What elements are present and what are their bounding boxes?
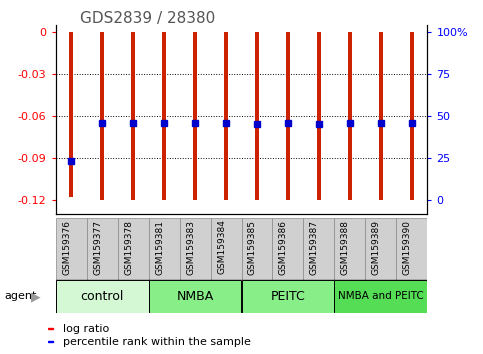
Text: agent: agent (5, 291, 37, 302)
Text: GSM159378: GSM159378 (124, 219, 133, 275)
Bar (379, 32, 383, 200)
Bar (242, 280, 334, 313)
Bar (100, 32, 104, 200)
Text: NMBA and PEITC: NMBA and PEITC (338, 291, 424, 302)
Bar (317, 32, 321, 200)
Text: log ratio: log ratio (63, 324, 109, 333)
Bar (56, 218, 86, 280)
Bar (286, 32, 290, 200)
Text: control: control (80, 290, 124, 303)
Text: GSM159376: GSM159376 (62, 219, 71, 275)
Text: GSM159385: GSM159385 (248, 219, 257, 275)
Bar (149, 280, 242, 313)
Text: GSM159388: GSM159388 (341, 219, 350, 275)
Text: percentile rank within the sample: percentile rank within the sample (63, 337, 251, 347)
Bar (255, 32, 259, 200)
Bar (272, 218, 303, 280)
Bar (348, 32, 352, 200)
Bar (56, 280, 149, 313)
Bar (117, 218, 149, 280)
Text: GSM159390: GSM159390 (403, 219, 412, 275)
Bar (48, 341, 53, 342)
Bar (334, 280, 427, 313)
Text: ▶: ▶ (31, 290, 41, 303)
Text: NMBA: NMBA (176, 290, 213, 303)
Bar (242, 218, 272, 280)
Bar (410, 32, 414, 200)
Bar (224, 32, 228, 200)
Text: GSM159383: GSM159383 (186, 219, 195, 275)
Bar (397, 218, 427, 280)
Bar (69, 32, 73, 197)
Text: GSM159384: GSM159384 (217, 219, 226, 274)
Bar (162, 32, 166, 200)
Bar (334, 218, 366, 280)
Bar (48, 328, 53, 329)
Text: GDS2839 / 28380: GDS2839 / 28380 (80, 11, 215, 25)
Text: GSM159386: GSM159386 (279, 219, 288, 275)
Text: PEITC: PEITC (270, 290, 305, 303)
Text: GSM159389: GSM159389 (372, 219, 381, 275)
Text: GSM159381: GSM159381 (155, 219, 164, 275)
Bar (366, 218, 397, 280)
Text: GSM159387: GSM159387 (310, 219, 319, 275)
Text: GSM159377: GSM159377 (93, 219, 102, 275)
Bar (303, 218, 334, 280)
Bar (131, 32, 135, 200)
Bar (193, 32, 197, 200)
Bar (149, 218, 180, 280)
Bar (180, 218, 211, 280)
Bar (211, 218, 242, 280)
Bar (86, 218, 117, 280)
